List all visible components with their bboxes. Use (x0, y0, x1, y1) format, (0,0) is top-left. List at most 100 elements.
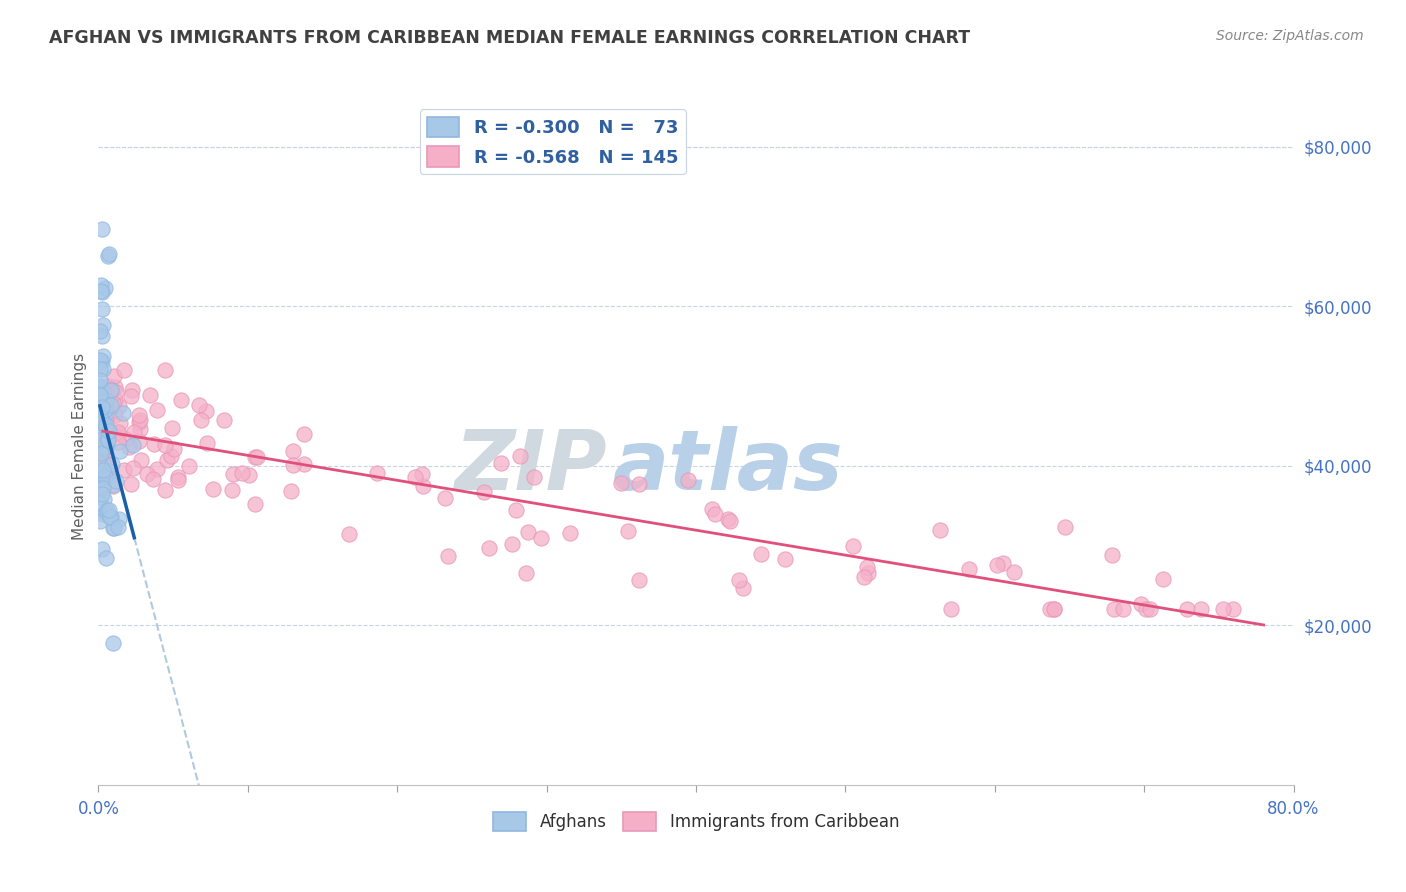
Point (91, 361, 114, 376)
Point (749, 547, 772, 561)
Point (97, 247, 120, 261)
Point (111, 406, 134, 420)
Point (89, 409, 111, 424)
Point (676, 473, 699, 487)
Point (281, 458, 304, 473)
Point (90, 353, 112, 368)
Point (89, 467, 111, 482)
Point (1129, 597, 1152, 611)
Point (94, 281, 117, 295)
Point (96, 249, 118, 263)
Point (89, 373, 111, 387)
Point (292, 427, 315, 442)
Point (139, 387, 162, 401)
Point (90, 408, 112, 422)
Point (91, 449, 114, 463)
Point (108, 512, 131, 526)
Point (1189, 602, 1212, 616)
Point (94, 505, 117, 519)
Point (195, 404, 218, 418)
Point (412, 478, 434, 492)
Point (91, 463, 114, 477)
Point (103, 368, 125, 383)
Point (238, 467, 260, 482)
Point (91, 401, 114, 415)
Point (89, 386, 111, 401)
Point (107, 425, 129, 440)
Point (96, 431, 118, 445)
Point (292, 457, 315, 471)
Point (114, 432, 136, 446)
Point (717, 512, 740, 526)
Point (146, 461, 169, 475)
Point (245, 497, 267, 511)
Point (90, 222, 112, 236)
Point (91, 349, 114, 363)
Point (91, 285, 114, 300)
Point (530, 532, 553, 546)
Point (1043, 602, 1066, 616)
Point (98, 464, 121, 478)
Point (222, 467, 245, 482)
Point (91, 417, 114, 431)
Point (128, 434, 150, 449)
Point (107, 435, 129, 450)
Point (97, 425, 120, 440)
Point (201, 483, 224, 497)
Point (136, 467, 159, 482)
Point (243, 450, 266, 464)
Point (928, 523, 950, 537)
Point (94, 468, 117, 483)
Point (101, 383, 124, 397)
Point (91, 478, 114, 492)
Point (96, 458, 118, 472)
Point (852, 570, 875, 584)
Point (94, 418, 117, 433)
Point (94, 551, 117, 566)
Point (89, 324, 111, 338)
Point (337, 527, 360, 541)
Point (89, 409, 111, 424)
Point (94, 397, 117, 411)
Point (1038, 602, 1060, 616)
Point (162, 421, 184, 435)
Point (166, 473, 188, 487)
Point (177, 458, 200, 473)
Point (118, 440, 141, 454)
Point (246, 450, 269, 464)
Point (90, 328, 112, 343)
Point (121, 383, 143, 397)
Point (436, 549, 458, 564)
Point (122, 425, 145, 440)
Point (101, 477, 124, 491)
Point (94, 440, 117, 454)
Point (411, 467, 433, 481)
Point (986, 558, 1008, 572)
Point (188, 398, 211, 412)
Point (128, 408, 150, 422)
Point (89, 480, 111, 494)
Point (101, 521, 124, 535)
Point (89, 515, 111, 529)
Point (93, 318, 115, 332)
Point (91, 401, 114, 415)
Point (89, 379, 111, 393)
Point (1175, 602, 1198, 616)
Point (89, 419, 111, 434)
Point (90, 277, 112, 292)
Point (100, 383, 122, 397)
Point (98, 401, 121, 416)
Text: atlas: atlas (613, 425, 844, 507)
Point (704, 507, 727, 521)
Point (991, 556, 1014, 570)
Point (1042, 602, 1064, 616)
Point (509, 449, 531, 463)
Point (112, 363, 135, 377)
Point (1112, 602, 1135, 616)
Point (112, 463, 135, 477)
Point (155, 483, 177, 497)
Point (280, 484, 302, 499)
Point (97, 469, 120, 483)
Point (281, 443, 304, 458)
Point (97, 398, 120, 412)
